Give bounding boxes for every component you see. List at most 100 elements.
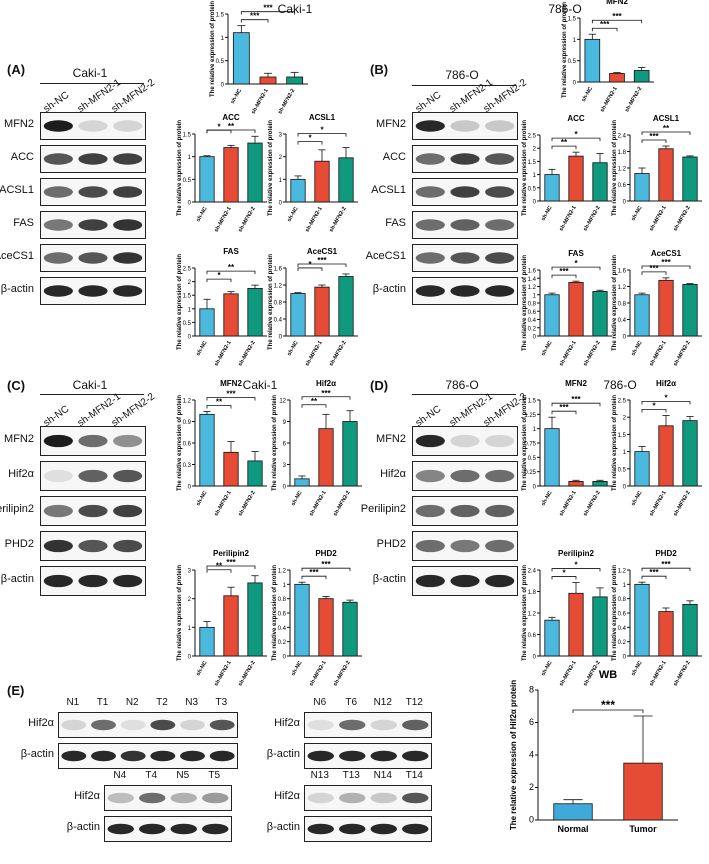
blot-band [450,219,480,231]
x-tick-label: sh-MFN2-1 [558,490,577,517]
significance-label: * [562,569,566,578]
blot-band-image [107,792,229,804]
x-tick-label: sh-NC [195,340,208,357]
y-tick-label: 2 [529,782,534,792]
blot-band [43,504,73,518]
blot-band [150,719,176,731]
bar [544,619,560,657]
blot-band [113,434,143,448]
significance-label: * [217,122,221,131]
bar [223,451,239,487]
panel-a-title: Caki-1 [277,2,313,16]
significance-bracket [641,131,691,135]
panel-b-cellline: 786-O [445,68,479,82]
blot-band [180,750,205,762]
x-tick-label: sh-NC [290,660,303,677]
blot-row [40,244,146,272]
blot-row [412,145,518,173]
panel-d-underline [412,394,516,395]
blot-row [412,244,518,272]
blot-band [370,792,397,804]
tissue-row-label: Hif2α [274,790,300,802]
x-tick-label: sh-MFN2-2 [582,205,601,232]
chart-title: Hif2α [656,379,676,388]
blot-band-image [107,823,229,835]
x-tick-label: sh-MFN2-1 [558,340,577,367]
blot-row-label: β-actin [0,573,34,585]
y-tick-label: 0.4 [274,318,283,324]
y-tick-label: 1.6 [528,269,537,275]
bar [294,583,310,657]
significance-bracket [641,401,691,405]
blot-band-image [415,434,515,448]
blot-band [307,719,334,731]
chart-title: MFN2 [565,379,587,388]
blot-band-image [43,186,143,198]
y-tick-label: 0 [533,655,537,661]
y-tick-label: 0.4 [618,626,627,632]
y-tick-label: 1.5 [183,294,192,300]
y-tick-label: 2.5 [528,134,537,140]
y-axis-label: The relative expression of protein [522,395,528,491]
y-tick-label: 0.2 [278,640,287,646]
panel-b-title: 786-O [548,2,582,16]
x-tick-label: sh-NC [540,340,553,357]
blot-band-image [43,219,143,231]
blot-band-image [415,186,515,198]
blot-band [120,750,146,762]
tissue-blot-row [104,785,232,811]
panel-label-a: (A) [7,62,26,77]
blot-band [450,252,480,264]
significance-bracket [301,575,327,580]
blot-band [485,186,515,198]
panel-a-underline [40,83,144,84]
blot-row [40,112,146,140]
blot-band [78,285,108,297]
x-tick-label: sh-NC [195,660,208,677]
y-tick-label: 1 [623,450,627,456]
significance-bracket [641,409,667,413]
significance-label: *** [649,568,659,577]
significance-bracket [206,129,256,133]
bar [682,420,698,487]
blot-band [209,750,235,762]
blot-band [370,750,397,762]
tissue-lane-label: N6 [313,697,327,708]
blot-band [180,719,205,731]
y-tick-label: 2 [188,280,192,286]
significance-bracket [551,274,577,279]
significance-bracket [297,141,323,145]
blot-row-label: MFN2 [4,433,34,445]
bar [568,155,584,202]
tissue-lane-label: N2 [125,697,139,708]
bar [568,481,584,487]
y-tick-label: 1.5 [183,133,192,139]
y-tick-label: 0.5 [528,186,537,192]
y-tick-label: 0 [283,655,287,661]
blot-row-label: ACSL1 [371,184,406,196]
significance-label: *** [250,12,260,21]
y-tick-label: 0.5 [183,178,192,184]
y-tick-label: 0.6 [183,442,192,448]
y-tick-label: 0.5 [183,321,192,327]
bar [247,460,263,487]
blot-band [113,120,143,132]
bar [318,598,334,657]
x-tick-label: sh-MFN2-2 [237,490,256,517]
tissue-lane-label: N13 [310,770,329,781]
y-tick-label: 4 [529,750,534,760]
blot-band-image [43,469,143,483]
y-tick-label: 0.8 [274,301,283,307]
blot-band [415,219,445,231]
tissue-blot-row [304,785,432,811]
bar [658,148,674,202]
blot-band-image [43,434,143,448]
panel-label-d: (D) [370,378,389,393]
bar [247,582,263,657]
bar [223,147,239,203]
blot-band [120,719,146,731]
blot-row [412,277,518,305]
